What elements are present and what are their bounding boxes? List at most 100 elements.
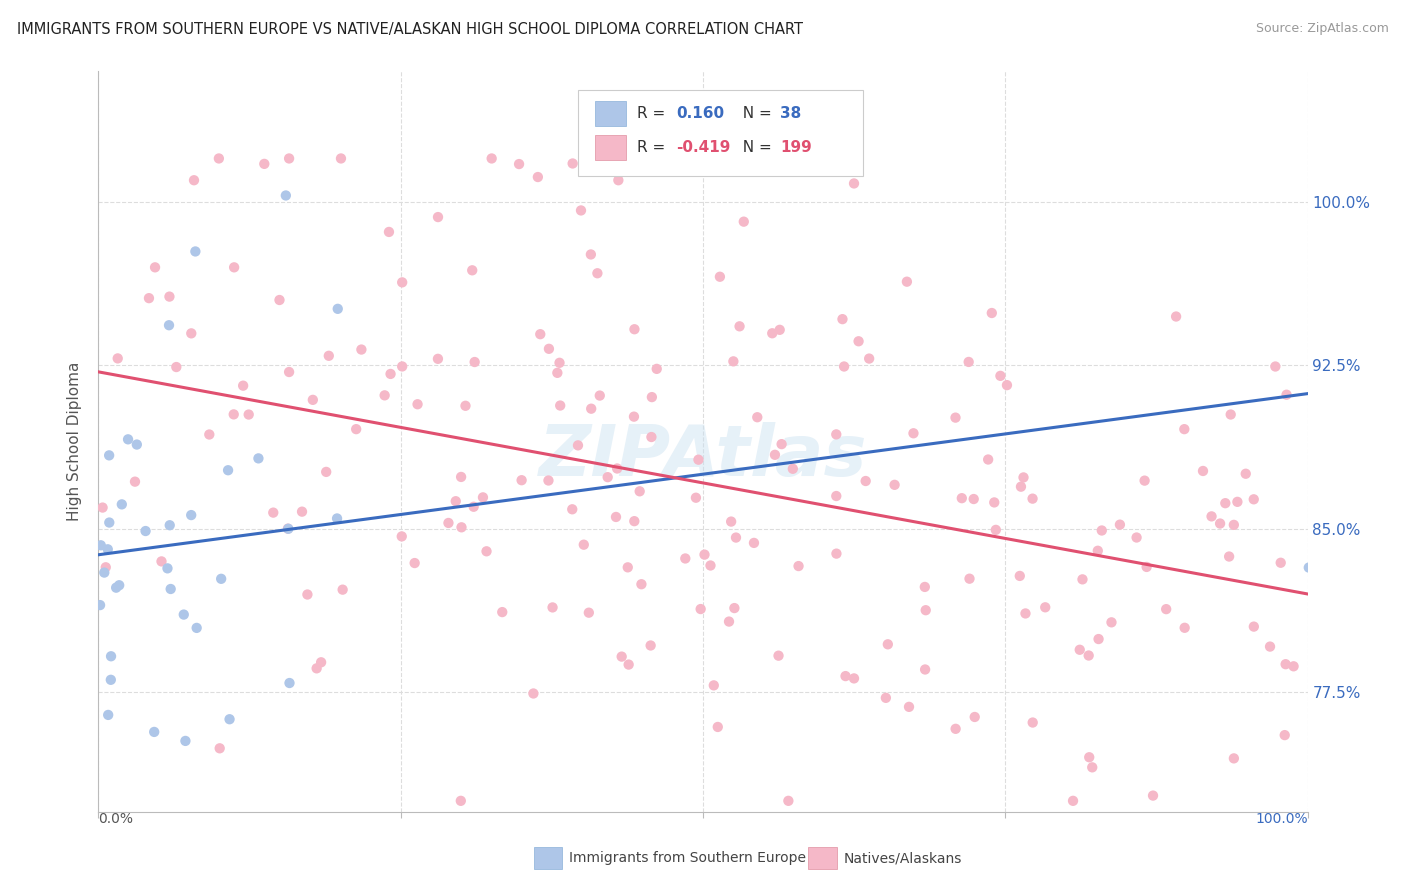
Point <box>218 712 240 726</box>
Point <box>1226 495 1249 509</box>
Point <box>1270 556 1292 570</box>
Point <box>224 260 246 275</box>
Point <box>180 326 202 341</box>
Point <box>481 152 503 166</box>
Point <box>747 410 769 425</box>
Point <box>1087 543 1109 558</box>
Point <box>778 794 800 808</box>
Point <box>105 581 128 595</box>
Point <box>315 465 337 479</box>
Point <box>217 463 239 477</box>
Point <box>1008 569 1031 583</box>
Point <box>640 430 662 444</box>
Point <box>1274 657 1296 672</box>
Point <box>326 301 349 316</box>
Point <box>1087 632 1109 646</box>
Point <box>91 500 114 515</box>
Point <box>1275 388 1298 402</box>
Point <box>93 566 115 580</box>
Point <box>157 318 180 333</box>
Point <box>297 587 319 601</box>
Point <box>117 433 139 447</box>
Point <box>391 359 413 374</box>
Point <box>1173 422 1195 436</box>
Point <box>344 422 367 436</box>
Text: N =: N = <box>733 140 776 154</box>
Point <box>728 319 751 334</box>
Point <box>135 524 157 538</box>
Point <box>1077 648 1099 663</box>
Point <box>685 491 707 505</box>
Point <box>768 648 790 663</box>
Point <box>607 173 630 187</box>
Point <box>247 451 270 466</box>
Point <box>165 359 187 374</box>
Text: Immigrants from Southern Europe: Immigrants from Southern Europe <box>569 851 807 865</box>
Point <box>1234 467 1257 481</box>
Point <box>1213 496 1236 510</box>
Point <box>138 291 160 305</box>
Point <box>97 542 120 557</box>
Point <box>269 293 291 307</box>
Text: Source: ZipAtlas.com: Source: ZipAtlas.com <box>1256 22 1389 36</box>
Text: 0.0%: 0.0% <box>98 812 134 826</box>
Point <box>1136 560 1159 574</box>
Point <box>1033 600 1056 615</box>
Point <box>858 351 880 366</box>
Point <box>903 426 925 441</box>
Point <box>546 366 568 380</box>
Point <box>842 177 865 191</box>
Text: R =: R = <box>637 106 671 120</box>
Point <box>471 491 494 505</box>
Point <box>782 462 804 476</box>
Point <box>1274 728 1296 742</box>
Point <box>183 173 205 187</box>
Point <box>262 506 284 520</box>
Text: 199: 199 <box>780 140 813 154</box>
Point <box>209 572 232 586</box>
Point <box>332 582 354 597</box>
Point <box>391 276 413 290</box>
Point <box>208 741 231 756</box>
Point <box>825 427 848 442</box>
Point <box>444 494 467 508</box>
Point <box>548 399 571 413</box>
Point <box>699 558 721 573</box>
Point <box>159 582 181 596</box>
Point <box>579 401 602 416</box>
Point <box>124 475 146 489</box>
Point <box>100 649 122 664</box>
Point <box>208 152 231 166</box>
Point <box>406 397 429 411</box>
Point <box>548 356 571 370</box>
Point <box>94 560 117 574</box>
Text: IMMIGRANTS FROM SOUTHERN EUROPE VS NATIVE/ALASKAN HIGH SCHOOL DIPLOMA CORRELATIO: IMMIGRANTS FROM SOUTHERN EUROPE VS NATIV… <box>17 22 803 37</box>
Point <box>1201 509 1223 524</box>
Point <box>117 848 139 863</box>
Point <box>330 152 353 166</box>
Point <box>1133 474 1156 488</box>
Point <box>723 354 745 368</box>
Point <box>1223 751 1246 765</box>
Point <box>301 392 323 407</box>
Point <box>984 523 1007 537</box>
Text: 100.0%: 100.0% <box>1256 812 1308 826</box>
Point <box>831 312 853 326</box>
Point <box>1078 750 1101 764</box>
Point <box>761 326 783 341</box>
Point <box>1209 516 1232 531</box>
Point <box>159 518 181 533</box>
Point <box>689 602 711 616</box>
Point <box>1298 560 1320 574</box>
Point <box>963 710 986 724</box>
Point <box>617 657 640 672</box>
Point <box>723 601 745 615</box>
Point <box>848 334 870 349</box>
Point <box>963 491 986 506</box>
Point <box>222 408 245 422</box>
Point <box>326 511 349 525</box>
Point <box>876 637 898 651</box>
Point <box>875 690 897 705</box>
Point <box>529 327 551 342</box>
Point <box>561 502 583 516</box>
